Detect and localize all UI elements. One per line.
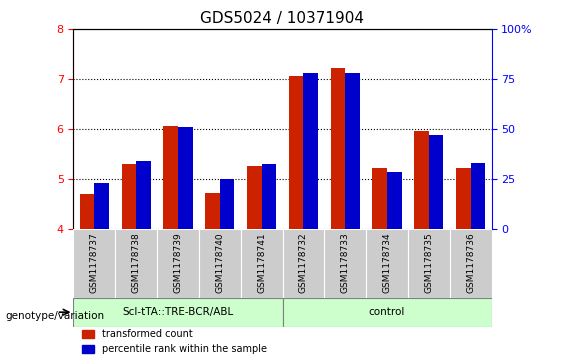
Bar: [303, 73, 318, 229]
Bar: [345, 73, 360, 229]
Legend: transformed count, percentile rank within the sample: transformed count, percentile rank withi…: [79, 326, 271, 358]
Text: GSM1178737: GSM1178737: [90, 232, 99, 293]
Title: GDS5024 / 10371904: GDS5024 / 10371904: [201, 12, 364, 26]
Text: GSM1178739: GSM1178739: [173, 232, 182, 293]
Bar: [372, 168, 387, 229]
Text: GSM1178734: GSM1178734: [383, 232, 392, 293]
Bar: [220, 179, 234, 229]
Bar: [456, 168, 471, 229]
Bar: [471, 163, 485, 229]
Bar: [121, 164, 136, 229]
Bar: [205, 193, 220, 229]
Bar: [178, 127, 193, 229]
FancyBboxPatch shape: [408, 229, 450, 298]
Text: GSM1178735: GSM1178735: [424, 232, 433, 293]
FancyBboxPatch shape: [115, 229, 157, 298]
FancyBboxPatch shape: [282, 229, 324, 298]
Text: GSM1178741: GSM1178741: [257, 232, 266, 293]
Bar: [429, 135, 444, 229]
FancyBboxPatch shape: [241, 229, 282, 298]
Bar: [80, 194, 94, 229]
Text: GSM1178738: GSM1178738: [132, 232, 141, 293]
FancyBboxPatch shape: [324, 229, 366, 298]
Text: ScI-tTA::TRE-BCR/ABL: ScI-tTA::TRE-BCR/ABL: [123, 307, 233, 317]
FancyBboxPatch shape: [282, 298, 492, 327]
FancyBboxPatch shape: [73, 229, 115, 298]
Bar: [387, 172, 402, 229]
Text: GSM1178733: GSM1178733: [341, 232, 350, 293]
Bar: [136, 161, 151, 229]
Bar: [414, 131, 429, 229]
Bar: [247, 166, 262, 229]
Text: GSM1178736: GSM1178736: [466, 232, 475, 293]
Text: GSM1178740: GSM1178740: [215, 232, 224, 293]
Bar: [94, 183, 109, 229]
Bar: [262, 164, 276, 229]
Bar: [331, 68, 345, 229]
Text: genotype/variation: genotype/variation: [6, 311, 105, 321]
FancyBboxPatch shape: [366, 229, 408, 298]
Text: control: control: [369, 307, 405, 317]
Bar: [163, 126, 178, 229]
FancyBboxPatch shape: [450, 229, 492, 298]
Bar: [289, 77, 303, 229]
Text: GSM1178732: GSM1178732: [299, 232, 308, 293]
FancyBboxPatch shape: [199, 229, 241, 298]
FancyBboxPatch shape: [157, 229, 199, 298]
FancyBboxPatch shape: [73, 298, 282, 327]
